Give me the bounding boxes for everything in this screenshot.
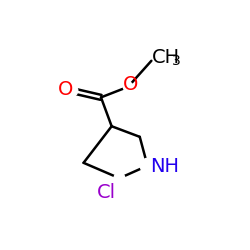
Circle shape [140,158,155,173]
Text: Cl: Cl [97,183,116,202]
Text: NH: NH [150,157,180,176]
Circle shape [114,173,125,184]
Text: O: O [122,75,138,94]
Text: 3: 3 [172,54,180,68]
Circle shape [66,85,78,96]
Text: O: O [58,80,73,99]
Text: CH: CH [152,48,180,68]
Circle shape [123,82,133,92]
